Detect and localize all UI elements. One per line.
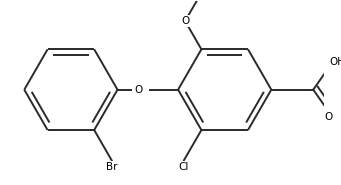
Text: O: O: [325, 112, 333, 122]
Text: O: O: [181, 16, 189, 26]
Text: Br: Br: [106, 162, 117, 172]
Text: OH: OH: [329, 57, 341, 67]
Text: Cl: Cl: [179, 162, 189, 172]
Text: O: O: [134, 85, 143, 95]
